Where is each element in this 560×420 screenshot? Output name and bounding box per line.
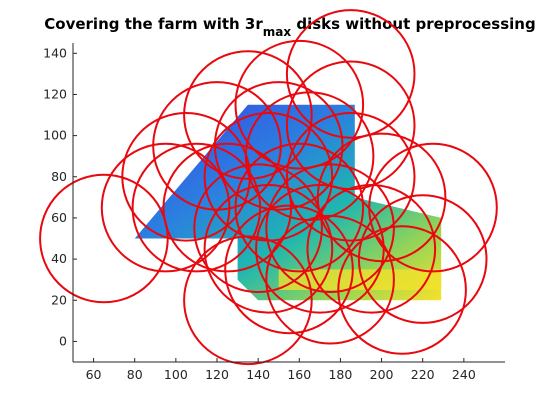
disk-27 (285, 9, 416, 139)
disk-19 (265, 214, 395, 345)
disk-22 (357, 194, 488, 324)
disk-12 (193, 163, 323, 293)
y-tick-label-140: 140 (43, 45, 67, 60)
disk-layer (39, 9, 498, 366)
chart-title-subscript: max (263, 25, 292, 39)
disk-18 (224, 204, 354, 335)
y-tick-label-100: 100 (43, 128, 67, 143)
x-tick-label-100: 100 (164, 367, 188, 382)
x-tick-label-140: 140 (246, 367, 270, 382)
y-tick-label-20: 20 (51, 292, 67, 307)
x-tick-label-220: 220 (411, 367, 435, 382)
disk-11 (285, 112, 416, 242)
disk-23 (203, 184, 334, 314)
x-tick-label-120: 120 (205, 367, 229, 382)
disk-20 (306, 184, 437, 314)
axes: 60 80 100 120 140 160 180 200 220 240 0 20 40 60 80 100… (43, 43, 505, 382)
chart-title-prefix: Covering the farm with 3r (44, 15, 263, 33)
disk-6 (234, 39, 365, 170)
disk-5 (183, 50, 313, 180)
y-tick-label-120: 120 (43, 86, 67, 101)
x-tick-label-200: 200 (370, 367, 394, 382)
disk-17 (183, 235, 313, 366)
x-tick-label-160: 160 (287, 367, 311, 382)
disk-26 (213, 81, 344, 211)
x-tick-label-60: 60 (86, 367, 102, 382)
y-tick-label-40: 40 (51, 251, 67, 266)
x-tick-label-180: 180 (328, 367, 352, 382)
x-tick-label-80: 80 (127, 367, 143, 382)
disk-21 (337, 225, 467, 355)
farm-region (134, 104, 442, 301)
x-tick-label-240: 240 (452, 367, 476, 382)
disk-24 (255, 184, 385, 314)
y-tick-label-80: 80 (51, 169, 67, 184)
chart-title-suffix: disks without preprocessing (291, 15, 536, 33)
y-tick-label-60: 60 (51, 210, 67, 225)
disk-14 (265, 163, 395, 293)
y-tick-label-0: 0 (59, 333, 67, 348)
chart-title: Covering the farm with 3rmax disks witho… (44, 15, 535, 39)
disk-13 (234, 142, 365, 273)
